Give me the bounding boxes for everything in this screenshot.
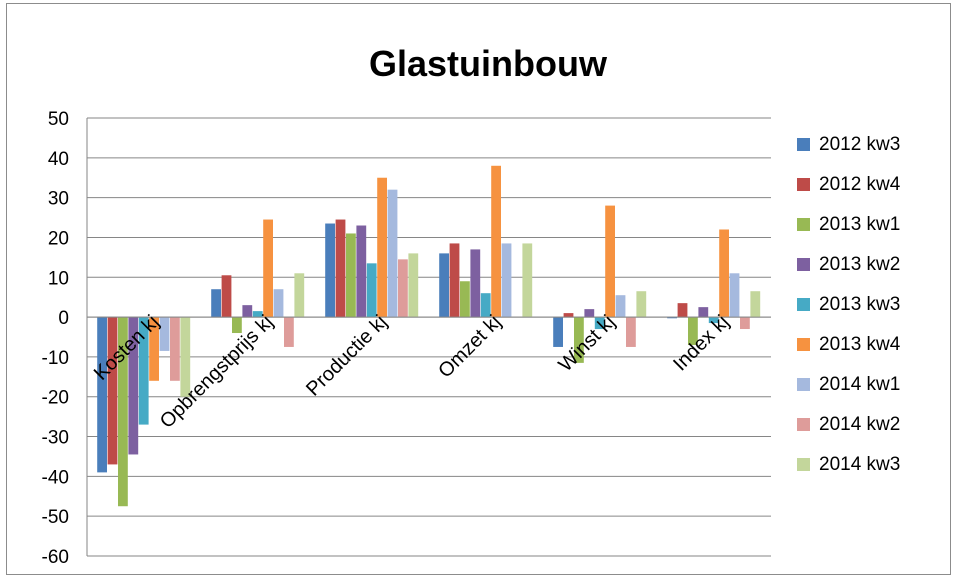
legend-swatch [797, 338, 810, 351]
bar-1-6 [273, 289, 284, 318]
y-tick-label: 30 [48, 189, 69, 210]
bar-4-5 [605, 205, 615, 318]
bar-3-6 [501, 243, 512, 318]
bar-2-5 [377, 177, 387, 318]
x-tick-label: Index kj [669, 311, 733, 375]
legend-swatch [797, 298, 810, 311]
bar-4-8 [636, 291, 647, 318]
y-tick-label: -10 [42, 348, 69, 369]
bar-3-8 [522, 243, 533, 318]
y-tick-label: -40 [42, 467, 69, 488]
bar-4-6 [615, 295, 626, 318]
legend-swatch [797, 138, 810, 151]
bar-4-0 [553, 317, 563, 347]
legend-label: 2013 kw1 [819, 214, 900, 235]
bar-2-8 [408, 253, 419, 318]
legend-label: 2013 kw2 [819, 254, 900, 275]
x-tick-label: Productie kj [302, 311, 391, 400]
bar-0-7 [170, 317, 180, 381]
bar-4-2 [574, 317, 584, 363]
legend-label: 2014 kw2 [819, 414, 900, 435]
chart-frame: Glastuinbouw 50 40 30 20 10 0 -10 -20 -30 -40 -50 -… [6, 3, 951, 575]
legend-swatch [797, 178, 810, 191]
bar-4-1 [563, 313, 574, 318]
chart-title: Glastuinbouw [369, 43, 608, 84]
bar-1-4 [252, 311, 263, 318]
bar-1-8 [294, 273, 305, 318]
bar-5-3 [698, 307, 709, 318]
legend-swatch [797, 378, 810, 391]
bar-5-2 [688, 317, 698, 345]
bar-5-0 [667, 317, 677, 319]
bar-0-5 [149, 317, 159, 381]
bar-1-1 [221, 275, 232, 318]
bar-0-6 [159, 317, 170, 351]
bars [97, 165, 761, 507]
bar-3-3 [470, 249, 481, 318]
bar-5-4 [708, 317, 719, 324]
bar-0-3 [128, 317, 139, 455]
bar-3-5 [491, 165, 501, 318]
axes [86, 118, 771, 556]
y-tick-label: -20 [42, 388, 69, 409]
bar-5-7 [740, 317, 750, 330]
bar-2-7 [398, 259, 408, 318]
bar-1-5 [263, 219, 273, 318]
bar-0-1 [107, 317, 118, 465]
bar-5-6 [729, 273, 740, 318]
legend-label: 2013 kw3 [819, 294, 900, 315]
y-tick-label: 50 [48, 109, 69, 130]
chart-canvas: Glastuinbouw 50 40 30 20 10 0 -10 -20 -30 -40 -50 -… [42, 43, 901, 568]
bar-3-0 [439, 253, 449, 318]
bar-0-2 [118, 317, 128, 507]
legend-label: 2014 kw1 [819, 374, 900, 395]
bar-1-3 [242, 305, 253, 318]
bar-0-4 [138, 317, 149, 425]
bar-3-1 [449, 243, 460, 318]
y-tick-label: -50 [42, 507, 69, 528]
bar-4-7 [626, 317, 636, 347]
legend-swatch [797, 418, 810, 431]
bar-2-0 [325, 223, 335, 318]
legend-label: 2014 kw3 [819, 454, 900, 475]
legend-swatch [797, 458, 810, 471]
bar-0-8 [180, 317, 191, 397]
y-axis-ticks: 50 40 30 20 10 0 -10 -20 -30 -40 -50 -60 [42, 109, 69, 568]
bar-5-1 [677, 303, 688, 318]
bar-2-2 [346, 233, 356, 318]
bar-1-7 [284, 317, 294, 347]
legend-label: 2013 kw4 [819, 334, 901, 355]
y-tick-label: 20 [48, 228, 69, 249]
bar-5-5 [719, 229, 729, 318]
bar-2-1 [335, 219, 346, 318]
legend: 2012 kw3 2012 kw4 2013 kw1 2013 kw2 2013 kw3… [797, 134, 901, 475]
y-tick-label: 0 [58, 308, 69, 329]
bar-1-2 [232, 317, 242, 334]
y-tick-label: 10 [48, 268, 69, 289]
bar-4-3 [584, 309, 595, 318]
bar-5-8 [750, 291, 761, 318]
bar-2-6 [387, 189, 398, 318]
y-tick-label: -30 [42, 428, 69, 449]
x-tick-label: Winst kj [554, 311, 619, 376]
bar-1-0 [211, 289, 221, 318]
bar-4-4 [594, 317, 605, 330]
bar-3-4 [480, 293, 491, 318]
x-tick-label: Omzet kj [434, 311, 505, 382]
y-tick-label: 40 [48, 149, 69, 170]
y-tick-label: -60 [42, 547, 69, 568]
bar-0-0 [97, 317, 107, 473]
legend-label: 2012 kw3 [819, 134, 900, 155]
bar-2-3 [356, 225, 367, 318]
legend-swatch [797, 218, 810, 231]
legend-label: 2012 kw4 [819, 174, 901, 195]
legend-swatch [797, 258, 810, 271]
bar-3-2 [460, 281, 470, 318]
bar-2-4 [366, 263, 377, 318]
